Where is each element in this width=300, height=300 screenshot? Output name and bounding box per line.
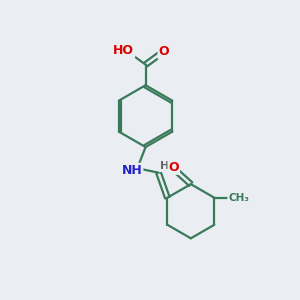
Text: HO: HO (113, 44, 134, 57)
Text: O: O (168, 161, 179, 174)
Text: O: O (158, 45, 169, 58)
Text: CH₃: CH₃ (228, 193, 249, 203)
Text: H: H (160, 161, 169, 171)
Text: NH: NH (122, 164, 142, 177)
